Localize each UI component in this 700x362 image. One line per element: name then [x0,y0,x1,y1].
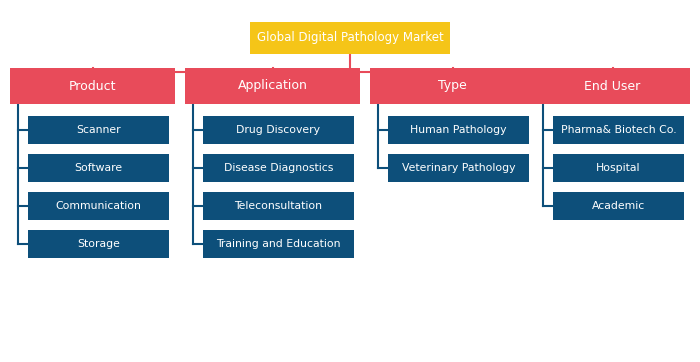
FancyBboxPatch shape [203,116,354,144]
Text: Academic: Academic [592,201,645,211]
Text: Communication: Communication [55,201,141,211]
Text: Teleconsultation: Teleconsultation [234,201,323,211]
Text: Pharma& Biotech Co.: Pharma& Biotech Co. [561,125,676,135]
FancyBboxPatch shape [28,154,169,182]
Text: Application: Application [237,80,307,93]
FancyBboxPatch shape [370,68,535,104]
FancyBboxPatch shape [553,192,684,220]
Text: Type: Type [438,80,467,93]
Text: Global Digital Pathology Market: Global Digital Pathology Market [257,31,443,45]
FancyBboxPatch shape [250,22,450,54]
Text: End User: End User [584,80,640,93]
Text: Scanner: Scanner [76,125,121,135]
Text: Disease Diagnostics: Disease Diagnostics [224,163,333,173]
Text: Software: Software [74,163,122,173]
Text: Veterinary Pathology: Veterinary Pathology [402,163,515,173]
Text: Drug Discovery: Drug Discovery [237,125,321,135]
FancyBboxPatch shape [203,154,354,182]
Text: Hospital: Hospital [596,163,640,173]
FancyBboxPatch shape [203,230,354,258]
Text: Human Pathology: Human Pathology [410,125,507,135]
FancyBboxPatch shape [185,68,360,104]
FancyBboxPatch shape [535,68,690,104]
FancyBboxPatch shape [10,68,175,104]
Text: Product: Product [69,80,116,93]
FancyBboxPatch shape [28,192,169,220]
Text: Training and Education: Training and Education [216,239,341,249]
FancyBboxPatch shape [553,116,684,144]
FancyBboxPatch shape [28,230,169,258]
FancyBboxPatch shape [203,192,354,220]
FancyBboxPatch shape [553,154,684,182]
FancyBboxPatch shape [388,154,529,182]
FancyBboxPatch shape [28,116,169,144]
FancyBboxPatch shape [388,116,529,144]
Text: Storage: Storage [77,239,120,249]
